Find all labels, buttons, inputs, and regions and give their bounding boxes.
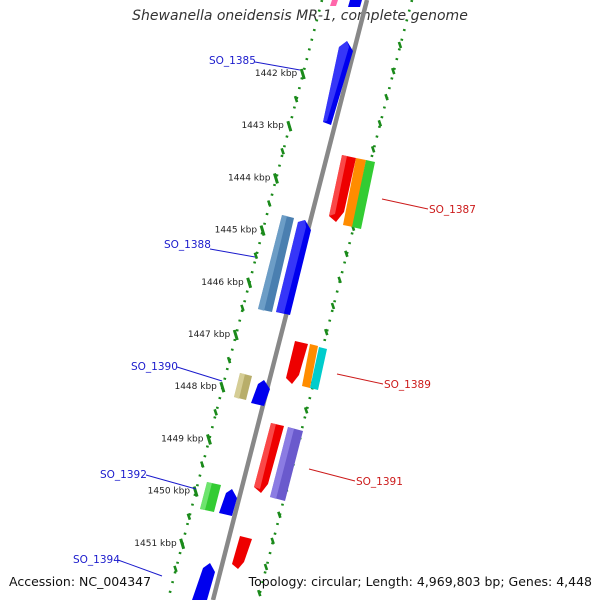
gene-so-1387-green[interactable] (352, 160, 375, 229)
kbp-major-tick (206, 433, 212, 445)
kbp-minor-tick (173, 565, 178, 573)
outer-ring-tick (324, 328, 329, 336)
kbp-minor-tick (253, 252, 259, 260)
gene-so-1389-cyan[interactable] (310, 347, 327, 390)
gene-so-1391-red[interactable] (254, 423, 284, 493)
gene-label-so-1392[interactable]: SO_1392 (100, 469, 147, 481)
kbp-minor-tick (213, 408, 218, 416)
kbp-tick-label: 1444 kbp (228, 173, 271, 183)
gene-label-leaders (117, 61, 429, 577)
gene-so-1391-slateblue[interactable] (270, 427, 303, 501)
kbp-tick-label: 1451 kbp (134, 539, 177, 549)
gene-so-1394-blue[interactable] (192, 563, 215, 600)
outer-ring-tick (277, 511, 282, 519)
kbp-major-tick (246, 277, 253, 289)
kbp-tick-label: 1448 kbp (174, 382, 217, 392)
kbp-minor-tick (280, 147, 285, 155)
kbp-minor-tick (200, 461, 205, 468)
gene-label-so-1387[interactable]: SO_1387 (429, 204, 476, 216)
gene-label-so-1394[interactable]: SO_1394 (73, 554, 120, 566)
outer-ring-tick (330, 302, 336, 310)
outer-ring-tick (270, 537, 275, 545)
kbp-minor-tick (240, 304, 245, 312)
kbp-major-tick (179, 538, 186, 550)
outer-ring-tick (257, 589, 262, 597)
topology-text: Topology: circular; Length: 4,969,803 bp… (248, 574, 592, 589)
kbp-major-tick (273, 172, 279, 184)
kbp-tick-label: 1442 kbp (255, 69, 298, 79)
outer-ring-tick (384, 93, 389, 101)
kbp-minor-tick (293, 95, 299, 103)
kbp-tick-label: 1446 kbp (201, 278, 244, 288)
gene-label-so-1390[interactable]: SO_1390 (131, 361, 178, 373)
gene-so-1389-red[interactable] (286, 341, 308, 384)
kbp-major-tick (232, 329, 239, 341)
kbp-minor-tick (226, 356, 232, 364)
kbp-tick-label: 1443 kbp (241, 121, 284, 131)
outer-ring-tick (303, 406, 309, 414)
gene-so-1387-red[interactable] (329, 155, 356, 222)
kbp-ruler: 1442 kbp 1443 kbp 1444 kbp 1445 kbp 1446 kbp… (134, 68, 306, 573)
kbp-tick-label: 1449 kbp (161, 434, 204, 444)
kbp-major-tick (219, 381, 226, 393)
outer-ring-tick (377, 119, 383, 127)
map-title: Shewanella oneidensis MR-1, complete gen… (132, 8, 468, 24)
outer-ring-tick (397, 41, 403, 49)
gene-so-1393-red[interactable] (232, 536, 252, 569)
kbp-tick-label: 1445 kbp (215, 226, 258, 236)
gene-fragment-top (330, 0, 362, 7)
kbp-major-tick (299, 68, 306, 80)
gene-label-so-1385[interactable]: SO_1385 (209, 55, 256, 67)
gene-label-so-1388[interactable]: SO_1388 (164, 239, 211, 251)
outer-ring-tick (344, 250, 349, 258)
outer-ring-tick (391, 67, 396, 75)
kbp-major-tick (286, 120, 293, 132)
gene-so-1389-orange[interactable] (302, 344, 318, 388)
gene-label-so-1389[interactable]: SO_1389 (384, 379, 431, 391)
outer-ring-tick (337, 276, 342, 284)
gene-so-1388-blue[interactable] (276, 220, 311, 315)
outer-ring-tick (263, 563, 269, 571)
kbp-minor-tick (267, 200, 272, 207)
gene-so-1390-khaki[interactable] (234, 373, 252, 400)
accession-text: Accession: NC_004347 (9, 574, 152, 589)
gene-so-1385-arrow[interactable] (323, 41, 353, 125)
kbp-tick-label: 1447 kbp (188, 330, 231, 340)
gene-label-so-1391[interactable]: SO_1391 (356, 476, 403, 488)
gene-so-1387-orange[interactable] (343, 158, 366, 227)
inner-dotted-ring (166, 0, 324, 600)
gene-so-1388-steelblue[interactable] (258, 215, 294, 312)
gene-so-1390-blue[interactable] (251, 380, 270, 406)
outer-ring-tick (370, 145, 376, 153)
kbp-minor-tick (186, 513, 192, 521)
gene-so-1392-blue[interactable] (219, 489, 237, 516)
kbp-major-tick (259, 225, 266, 237)
gene-so-1392-green[interactable] (200, 482, 221, 512)
gene-features (192, 41, 375, 600)
kbp-tick-label: 1450 kbp (148, 487, 191, 497)
